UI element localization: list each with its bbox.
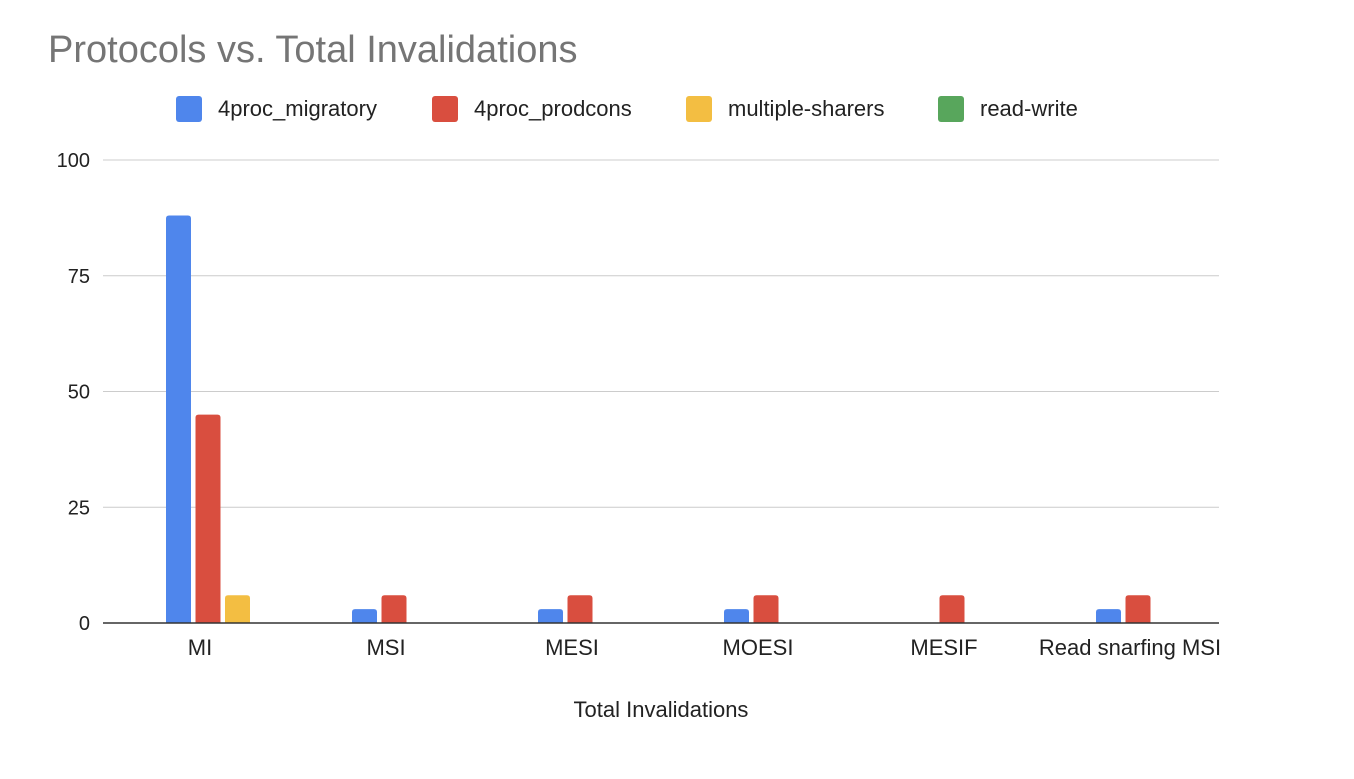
chart-title: Protocols vs. Total Invalidations — [48, 29, 577, 71]
legend: 4proc_migratory 4proc_prodcons multiple-sh… — [176, 96, 1078, 122]
legend-swatch-4proc_migratory — [176, 96, 202, 122]
y-axis-ticks: 0 25 50 75 100 — [57, 150, 90, 635]
legend-swatch-multiple-sharers — [686, 96, 712, 122]
bar-4proc_migratory-mesi — [538, 609, 563, 623]
y-tick-label: 50 — [68, 382, 90, 404]
x-tick-label: MI — [188, 635, 212, 660]
x-tick-label: MESIF — [910, 635, 977, 660]
bars — [166, 215, 1151, 623]
bar-4proc_prodcons-mi — [195, 414, 221, 623]
bar-4proc_prodcons-mesif — [939, 595, 965, 623]
bar-4proc_migratory-msi — [352, 609, 377, 623]
bar-4proc_prodcons-mesi — [567, 595, 593, 623]
bar-4proc_migratory-moesi — [724, 609, 749, 623]
legend-swatch-4proc_prodcons — [432, 96, 458, 122]
bar-4proc_prodcons-msi — [381, 595, 407, 623]
bar-4proc_migratory-mi — [166, 215, 191, 623]
x-tick-label: Read snarfing MSI — [1039, 635, 1221, 660]
x-axis-ticks: MI MSI MESI MOESI MESIF Read snarfing MSI — [188, 635, 1221, 660]
y-tick-label: 75 — [68, 266, 90, 288]
y-tick-label: 0 — [79, 613, 90, 635]
legend-label: 4proc_prodcons — [474, 96, 632, 121]
y-tick-label: 100 — [57, 150, 90, 172]
bar-4proc_prodcons-read-snarfing-msi — [1125, 595, 1151, 623]
gridlines — [103, 159, 1219, 508]
legend-label: read-write — [980, 96, 1078, 121]
x-tick-label: MSI — [366, 635, 405, 660]
bar-multiple-sharers-mi — [225, 595, 250, 623]
bar-4proc_prodcons-moesi — [753, 595, 779, 623]
x-axis-label: Total Invalidations — [574, 697, 749, 722]
legend-label: 4proc_migratory — [218, 96, 377, 121]
x-tick-label: MESI — [545, 635, 599, 660]
bar-4proc_migratory-read-snarfing-msi — [1096, 609, 1121, 623]
legend-swatch-read-write — [938, 96, 964, 122]
y-tick-label: 25 — [68, 497, 90, 519]
legend-label: multiple-sharers — [728, 96, 885, 121]
x-tick-label: MOESI — [723, 635, 794, 660]
